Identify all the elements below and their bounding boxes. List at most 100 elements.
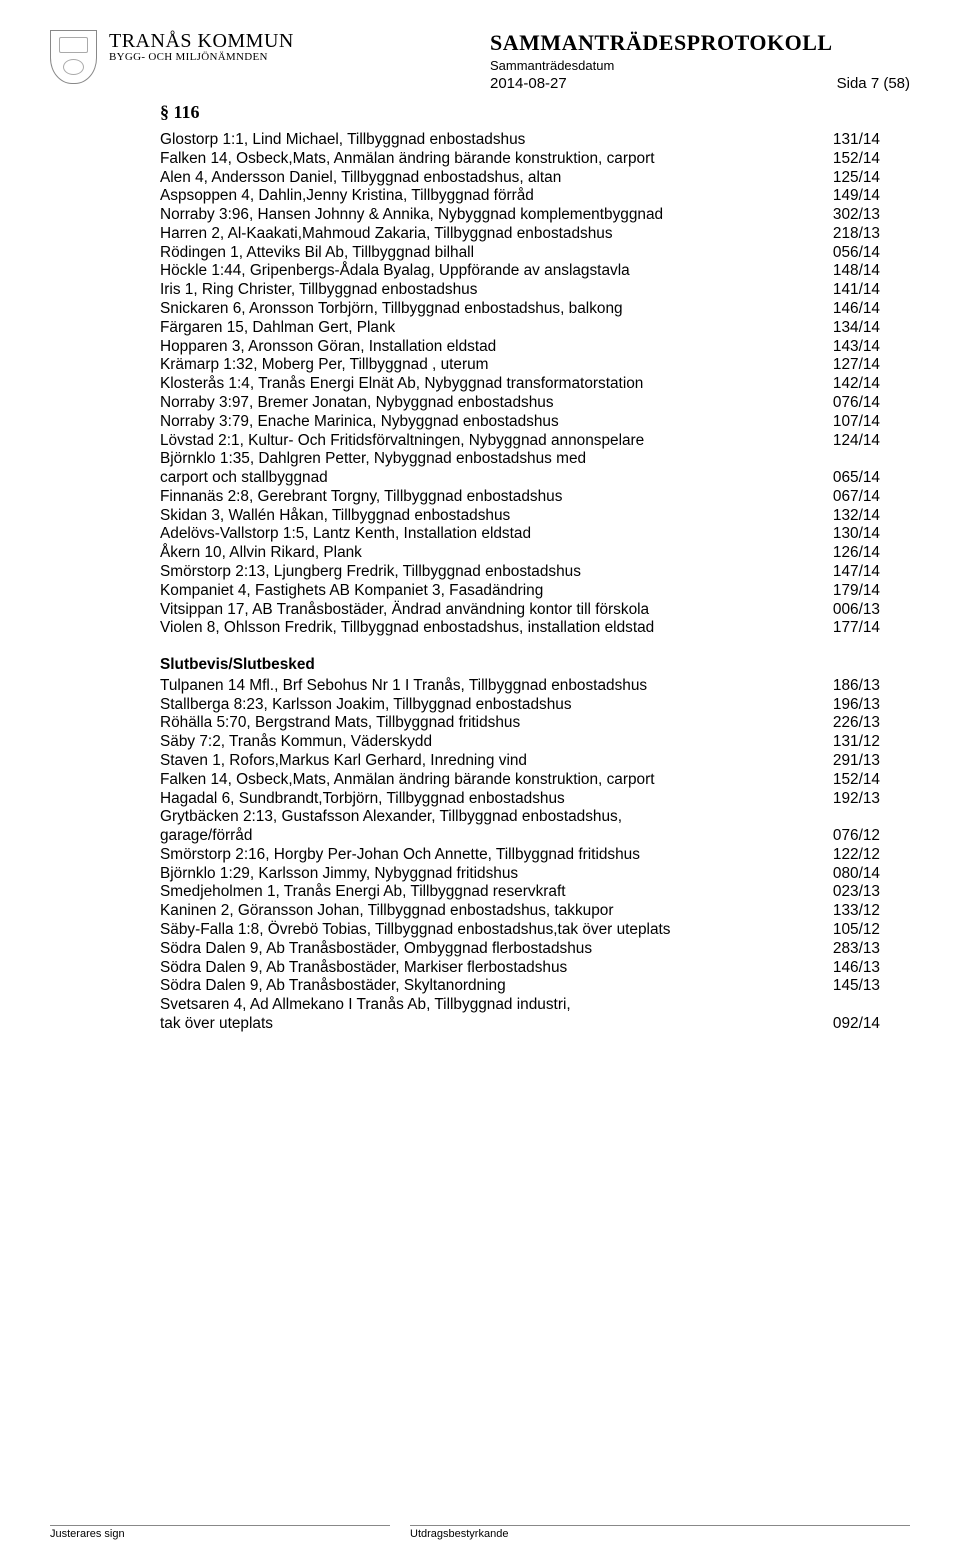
row-code: 130/14 bbox=[833, 525, 880, 544]
row-code: 133/12 bbox=[833, 902, 880, 921]
list-row: Björnklo 1:35, Dahlgren Petter, Nybyggna… bbox=[160, 450, 880, 469]
page: TRANÅS KOMMUN BYGG- OCH MILJÖNÄMNDEN SAM… bbox=[0, 0, 960, 1552]
org-name: TRANÅS KOMMUN bbox=[109, 30, 294, 53]
row-code: 192/13 bbox=[833, 790, 880, 809]
row-desc: Säby-Falla 1:8, Övrebö Tobias, Tillbyggn… bbox=[160, 921, 833, 940]
row-code: 127/14 bbox=[833, 356, 880, 375]
row-code: 124/14 bbox=[833, 432, 880, 451]
list-row: carport och stallbyggnad065/14 bbox=[160, 469, 880, 488]
row-code: 006/13 bbox=[833, 601, 880, 620]
row-desc: Björnklo 1:29, Karlsson Jimmy, Nybyggnad… bbox=[160, 865, 833, 884]
list-row: Krämarp 1:32, Moberg Per, Tillbyggnad , … bbox=[160, 356, 880, 375]
list-row: Staven 1, Rofors,Markus Karl Gerhard, In… bbox=[160, 752, 880, 771]
list-row: Iris 1, Ring Christer, Tillbyggnad enbos… bbox=[160, 281, 880, 300]
header-right: SAMMANTRÄDESPROTOKOLL Sammanträdesdatum … bbox=[430, 30, 910, 92]
list-row: Adelövs-Vallstorp 1:5, Lantz Kenth, Inst… bbox=[160, 525, 880, 544]
sub-list: Tulpanen 14 Mfl., Brf Sebohus Nr 1 I Tra… bbox=[160, 677, 880, 1034]
row-code: 302/13 bbox=[833, 206, 880, 225]
row-desc: Smedjeholmen 1, Tranås Energi Ab, Tillby… bbox=[160, 883, 833, 902]
list-row: Klosterås 1:4, Tranås Energi Elnät Ab, N… bbox=[160, 375, 880, 394]
row-desc: Lövstad 2:1, Kultur- Och Fritidsförvaltn… bbox=[160, 432, 833, 451]
row-desc: Södra Dalen 9, Ab Tranåsbostäder, Markis… bbox=[160, 959, 833, 978]
org-subtitle: BYGG- OCH MILJÖNÄMNDEN bbox=[109, 51, 294, 63]
row-code: 152/14 bbox=[833, 771, 880, 790]
row-code: 141/14 bbox=[833, 281, 880, 300]
row-desc: Snickaren 6, Aronsson Torbjörn, Tillbygg… bbox=[160, 300, 833, 319]
row-code: 076/14 bbox=[833, 394, 880, 413]
row-code: 092/14 bbox=[833, 1015, 880, 1034]
row-code: 131/12 bbox=[833, 733, 880, 752]
row-desc: carport och stallbyggnad bbox=[160, 469, 833, 488]
row-desc: Södra Dalen 9, Ab Tranåsbostäder, Ombygg… bbox=[160, 940, 833, 959]
row-code: 065/14 bbox=[833, 469, 880, 488]
row-desc: Södra Dalen 9, Ab Tranåsbostäder, Skylta… bbox=[160, 977, 833, 996]
row-code: 145/13 bbox=[833, 977, 880, 996]
row-desc: garage/förråd bbox=[160, 827, 833, 846]
row-code: 076/12 bbox=[833, 827, 880, 846]
row-desc: Klosterås 1:4, Tranås Energi Elnät Ab, N… bbox=[160, 375, 833, 394]
list-row: Åkern 10, Allvin Rikard, Plank126/14 bbox=[160, 544, 880, 563]
list-row: Hagadal 6, Sundbrandt,Torbjörn, Tillbygg… bbox=[160, 790, 880, 809]
list-row: Falken 14, Osbeck,Mats, Anmälan ändring … bbox=[160, 150, 880, 169]
row-code: 107/14 bbox=[833, 413, 880, 432]
section-marker: § 116 bbox=[160, 102, 910, 123]
list-row: Björnklo 1:29, Karlsson Jimmy, Nybyggnad… bbox=[160, 865, 880, 884]
row-code: 067/14 bbox=[833, 488, 880, 507]
row-desc: Kompaniet 4, Fastighets AB Kompaniet 3, … bbox=[160, 582, 833, 601]
list-row: Höckle 1:44, Gripenbergs-Ådala Byalag, U… bbox=[160, 262, 880, 281]
row-desc: Röhälla 5:70, Bergstrand Mats, Tillbyggn… bbox=[160, 714, 833, 733]
list-row: Södra Dalen 9, Ab Tranåsbostäder, Markis… bbox=[160, 959, 880, 978]
list-row: Norraby 3:97, Bremer Jonatan, Nybyggnad … bbox=[160, 394, 880, 413]
row-desc: Kaninen 2, Göransson Johan, Tillbyggnad … bbox=[160, 902, 833, 921]
meeting-date: 2014-08-27 bbox=[490, 75, 567, 92]
row-desc: Alen 4, Andersson Daniel, Tillbyggnad en… bbox=[160, 169, 833, 188]
row-desc: Höckle 1:44, Gripenbergs-Ådala Byalag, U… bbox=[160, 262, 833, 281]
list-row: Kompaniet 4, Fastighets AB Kompaniet 3, … bbox=[160, 582, 880, 601]
row-desc: Vitsippan 17, AB Tranåsbostäder, Ändrad … bbox=[160, 601, 833, 620]
row-code: 291/13 bbox=[833, 752, 880, 771]
row-code: 132/14 bbox=[833, 507, 880, 526]
row-desc: Färgaren 15, Dahlman Gert, Plank bbox=[160, 319, 833, 338]
header: TRANÅS KOMMUN BYGG- OCH MILJÖNÄMNDEN SAM… bbox=[50, 30, 910, 92]
list-row: Lövstad 2:1, Kultur- Och Fritidsförvaltn… bbox=[160, 432, 880, 451]
protocol-title: SAMMANTRÄDESPROTOKOLL bbox=[490, 30, 910, 56]
date-line: 2014-08-27 Sida 7 (58) bbox=[490, 75, 910, 92]
sub-heading: Slutbevis/Slutbesked bbox=[160, 656, 880, 675]
row-desc: Norraby 3:79, Enache Marinica, Nybyggnad… bbox=[160, 413, 833, 432]
list-row: Grytbäcken 2:13, Gustafsson Alexander, T… bbox=[160, 808, 880, 827]
row-desc: Tulpanen 14 Mfl., Brf Sebohus Nr 1 I Tra… bbox=[160, 677, 833, 696]
list-row: Norraby 3:79, Enache Marinica, Nybyggnad… bbox=[160, 413, 880, 432]
row-code: 131/14 bbox=[833, 131, 880, 150]
list-row: Röhälla 5:70, Bergstrand Mats, Tillbyggn… bbox=[160, 714, 880, 733]
row-code: 134/14 bbox=[833, 319, 880, 338]
list-row: Tulpanen 14 Mfl., Brf Sebohus Nr 1 I Tra… bbox=[160, 677, 880, 696]
row-desc: Falken 14, Osbeck,Mats, Anmälan ändring … bbox=[160, 150, 833, 169]
row-desc: Harren 2, Al-Kaakati,Mahmoud Zakaria, Ti… bbox=[160, 225, 833, 244]
row-code: 143/14 bbox=[833, 338, 880, 357]
row-code: 196/13 bbox=[833, 696, 880, 715]
row-desc: Iris 1, Ring Christer, Tillbyggnad enbos… bbox=[160, 281, 833, 300]
list-row: Smörstorp 2:13, Ljungberg Fredrik, Tillb… bbox=[160, 563, 880, 582]
list-row: Stallberga 8:23, Karlsson Joakim, Tillby… bbox=[160, 696, 880, 715]
list-row: Falken 14, Osbeck,Mats, Anmälan ändring … bbox=[160, 771, 880, 790]
row-code: 179/14 bbox=[833, 582, 880, 601]
row-code: 126/14 bbox=[833, 544, 880, 563]
page-info: Sida 7 (58) bbox=[837, 75, 910, 92]
row-desc: Krämarp 1:32, Moberg Per, Tillbyggnad , … bbox=[160, 356, 833, 375]
list-row: Violen 8, Ohlsson Fredrik, Tillbyggnad e… bbox=[160, 619, 880, 638]
row-desc: Adelövs-Vallstorp 1:5, Lantz Kenth, Inst… bbox=[160, 525, 833, 544]
row-code: 023/13 bbox=[833, 883, 880, 902]
row-code: 226/13 bbox=[833, 714, 880, 733]
row-desc: Smörstorp 2:16, Horgby Per-Johan Och Ann… bbox=[160, 846, 833, 865]
list-row: Färgaren 15, Dahlman Gert, Plank134/14 bbox=[160, 319, 880, 338]
row-desc: Rödingen 1, Atteviks Bil Ab, Tillbyggnad… bbox=[160, 244, 833, 263]
footer-left: Justerares sign bbox=[50, 1525, 390, 1540]
list-row: Södra Dalen 9, Ab Tranåsbostäder, Skylta… bbox=[160, 977, 880, 996]
row-code: 177/14 bbox=[833, 619, 880, 638]
list-row: Säby-Falla 1:8, Övrebö Tobias, Tillbyggn… bbox=[160, 921, 880, 940]
list-row: Rödingen 1, Atteviks Bil Ab, Tillbyggnad… bbox=[160, 244, 880, 263]
list-row: Alen 4, Andersson Daniel, Tillbyggnad en… bbox=[160, 169, 880, 188]
row-desc: Aspsoppen 4, Dahlin,Jenny Kristina, Till… bbox=[160, 187, 833, 206]
row-desc: Skidan 3, Wallén Håkan, Tillbyggnad enbo… bbox=[160, 507, 833, 526]
row-desc: Grytbäcken 2:13, Gustafsson Alexander, T… bbox=[160, 808, 880, 827]
